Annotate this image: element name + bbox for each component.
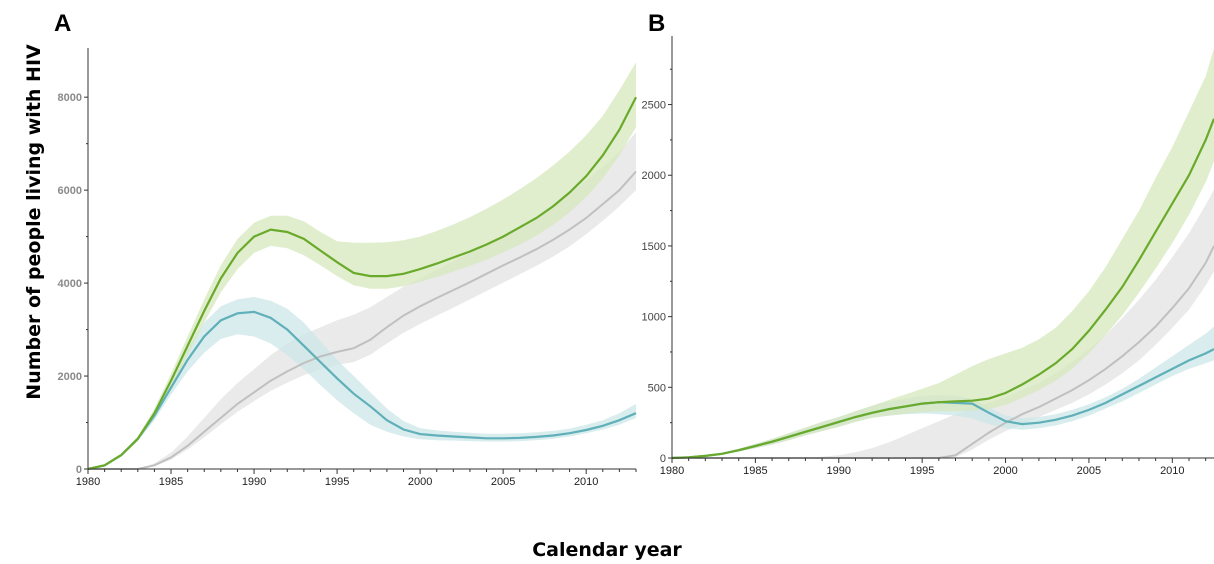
x-tick-label: 1990 (242, 476, 266, 488)
y-tick-label: 2000 (58, 371, 82, 383)
x-tick-label: 1980 (660, 465, 684, 477)
y-tick-label: 1500 (642, 241, 666, 253)
x-tick-label: 1995 (325, 476, 349, 488)
x-tick-label: 1985 (743, 465, 767, 477)
panel-b-green-band (672, 48, 1214, 458)
panel-a-letter: A (54, 10, 71, 37)
x-axis-label: Calendar year (532, 539, 682, 561)
x-tick-label: 2000 (408, 476, 432, 488)
x-tick-label: 2010 (574, 476, 598, 488)
y-tick-label: 2500 (642, 100, 666, 112)
panel-a-green-band (88, 62, 636, 470)
y-tick-label: 2000 (642, 170, 666, 182)
y-tick-label: 500 (648, 382, 666, 394)
panel-b-grey-band (672, 189, 1214, 458)
y-tick-label: 6000 (58, 185, 82, 197)
panel-a-green-line (87, 96, 637, 471)
panel-a-teal-line (87, 310, 637, 471)
x-tick-label: 2000 (993, 465, 1017, 477)
x-tick-label: 1980 (76, 476, 100, 488)
panel-b-green-line (671, 118, 1214, 460)
x-tick-label: 2005 (1077, 465, 1101, 477)
panel-b-letter: B (648, 10, 665, 37)
y-axis-label: Number of people living with HIV (23, 44, 45, 400)
x-tick-label: 1985 (159, 476, 183, 488)
x-tick-label: 2010 (1160, 465, 1184, 477)
y-tick-label: 0 (76, 464, 82, 476)
chart-panel-b: 0 500 1000 1500 2000 2500 1980 1985 1990 1995 2000… (642, 36, 1214, 477)
y-tick-label: 4000 (58, 278, 82, 290)
y-tick-label: 8000 (58, 92, 82, 104)
chart-panel-a: 0 2000 4000 6000 8000 1980 1985 1990 1995 2000 200… (58, 48, 637, 488)
x-tick-label: 2005 (491, 476, 515, 488)
x-tick-label: 1990 (827, 465, 851, 477)
y-tick-label: 0 (660, 453, 666, 465)
x-tick-label: 1995 (910, 465, 934, 477)
y-tick-label: 1000 (642, 312, 666, 324)
panel-a-grey-line (88, 170, 637, 470)
